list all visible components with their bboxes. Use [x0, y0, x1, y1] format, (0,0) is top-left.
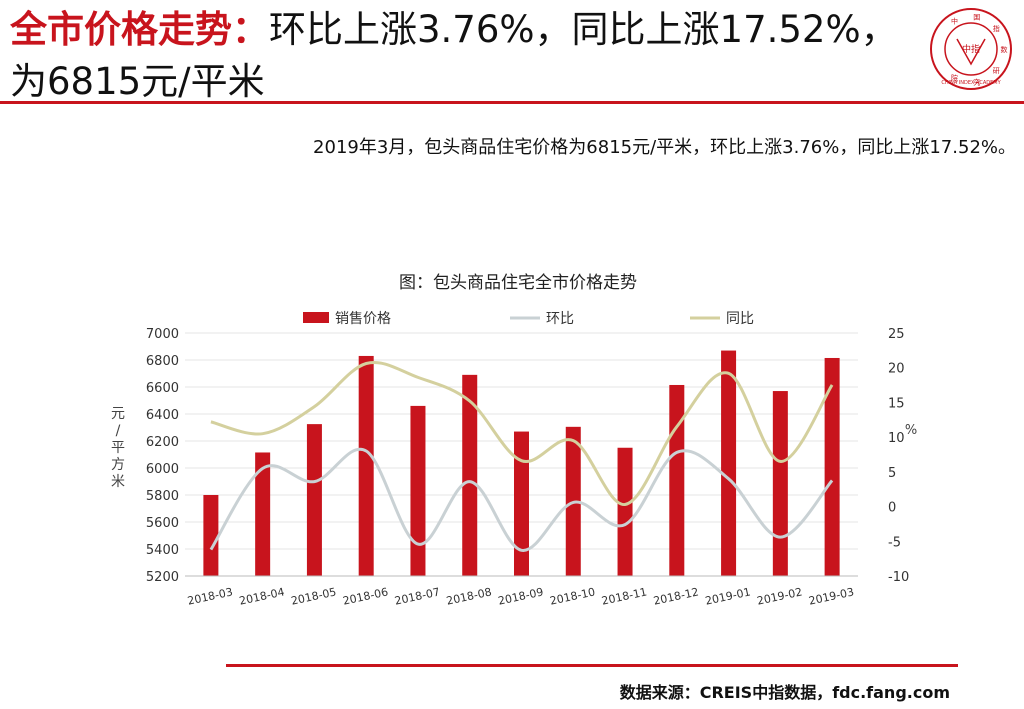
right-tick-label: 0	[888, 501, 896, 516]
bar-mark	[410, 406, 425, 576]
x-tick-label: 2018-03	[186, 585, 234, 607]
legend-mom-label: 环比	[546, 311, 574, 327]
bar-mark	[669, 385, 684, 576]
x-tick-label: 2018-05	[290, 585, 338, 607]
left-tick-label: 6600	[146, 381, 179, 396]
right-tick-label: 10	[888, 431, 905, 446]
left-tick-label: 6800	[146, 354, 179, 369]
x-tick-label: 2018-08	[445, 585, 493, 607]
chart-legend: 销售价格 环比 同比	[303, 311, 754, 327]
bar-mark	[773, 391, 788, 576]
x-tick-label: 2018-12	[652, 585, 700, 607]
left-tick-label: 7000	[146, 327, 179, 342]
bar-mark	[618, 448, 633, 576]
left-axis-label-char: /	[116, 423, 121, 439]
x-tick-label: 2019-01	[704, 585, 752, 607]
left-tick-label: 5800	[146, 489, 179, 504]
bar-mark	[514, 432, 529, 576]
x-tick-label: 2018-11	[600, 585, 648, 607]
bar-mark	[203, 495, 218, 576]
left-axis-label-char: 方	[111, 457, 125, 473]
right-tick-label: 15	[888, 396, 905, 411]
left-axis-label-char: 元	[111, 406, 125, 422]
legend-yoy-label: 同比	[726, 311, 754, 327]
x-tick-label: 2018-09	[497, 585, 545, 607]
right-tick-label: 20	[888, 362, 905, 377]
left-tick-label: 5200	[146, 570, 179, 585]
right-tick-label: 5	[888, 466, 896, 481]
right-tick-label: -10	[888, 570, 909, 585]
bar-mark	[359, 356, 374, 576]
x-tick-label: 2018-06	[342, 585, 390, 607]
bar-mark	[825, 358, 840, 576]
bar-mark	[307, 424, 322, 576]
bar-series	[203, 351, 839, 576]
chart-title: 图：包头商品住宅全市价格走势	[399, 273, 637, 293]
price-trend-chart: 图：包头商品住宅全市价格走势 销售价格 环比 同比 5200540056005800…	[0, 0, 1024, 709]
left-tick-label: 6400	[146, 408, 179, 423]
left-tick-label: 5600	[146, 516, 179, 531]
x-tick-label: 2019-03	[808, 585, 856, 607]
left-tick-label: 6200	[146, 435, 179, 450]
x-tick-label: 2018-07	[393, 585, 441, 607]
legend-bar-swatch	[303, 312, 329, 323]
right-axis-label: %	[905, 423, 917, 438]
source-note: 数据来源：CREIS中指数据，fdc.fang.com	[0, 679, 950, 703]
right-tick-label: 25	[888, 327, 905, 342]
legend-bar-label: 销售价格	[335, 311, 391, 327]
left-tick-label: 5400	[146, 543, 179, 558]
left-tick-label: 6000	[146, 462, 179, 477]
left-axis-label-char: 米	[111, 474, 125, 490]
left-axis-label-char: 平	[111, 440, 125, 456]
x-tick-label: 2019-02	[756, 585, 804, 607]
x-tick-label: 2018-10	[549, 585, 597, 607]
right-tick-label: -5	[888, 535, 901, 550]
bar-mark	[721, 351, 736, 576]
footer-divider	[226, 664, 958, 667]
x-tick-label: 2018-04	[238, 585, 286, 607]
